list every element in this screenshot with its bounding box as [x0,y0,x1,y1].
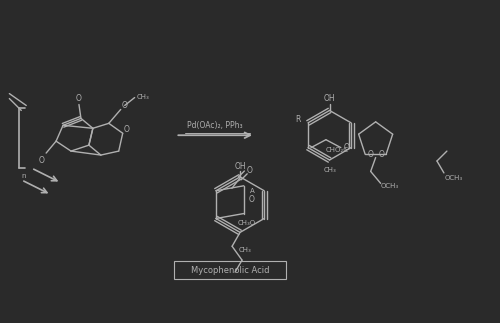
Text: OH: OH [234,162,246,172]
Text: Mycophenolic Acid: Mycophenolic Acid [191,266,270,275]
Text: O: O [249,195,254,204]
Text: CH₃: CH₃ [238,247,252,253]
Text: CH₃: CH₃ [323,167,336,173]
FancyBboxPatch shape [174,261,286,279]
Text: Pd(OAc)₂, PPh₃: Pd(OAc)₂, PPh₃ [188,121,243,130]
Text: O: O [367,150,373,159]
Text: CHO₂C: CHO₂C [326,147,348,152]
Text: CH₃O: CH₃O [237,221,256,226]
Text: OH: OH [324,94,336,103]
Text: n: n [21,173,25,179]
Text: CH₃: CH₃ [136,94,149,99]
Text: O: O [38,155,44,164]
Text: OCH₃: OCH₃ [445,175,463,181]
Text: OCH₃: OCH₃ [380,183,398,189]
Text: O: O [76,94,82,103]
Text: O: O [344,143,350,152]
Text: O: O [247,166,252,175]
Text: R: R [296,115,301,124]
Text: O: O [122,101,128,110]
Text: A: A [250,188,254,194]
Text: O: O [378,150,384,159]
Text: O: O [124,125,130,134]
